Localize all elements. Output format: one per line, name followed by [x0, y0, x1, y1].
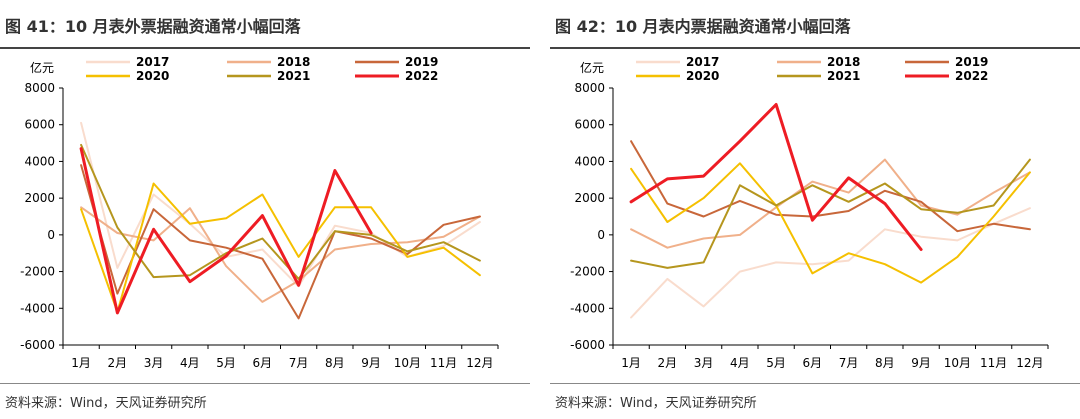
- x-tick-label: 12月: [466, 356, 493, 370]
- y-tick-label: 2000: [574, 191, 605, 205]
- series-line-2019: [630, 140, 1031, 233]
- chart-panel-left: 图 41：10 月表外票据融资通常小幅回落 亿元 -6000 -4000 -2000 0…: [0, 0, 530, 419]
- y-tick-label: -6000: [20, 338, 55, 352]
- x-tick-label: 6月: [253, 356, 273, 370]
- x-tick-label: 9月: [911, 356, 931, 370]
- x-tick-label: 9月: [361, 356, 381, 370]
- x-tick-label: 11月: [430, 356, 457, 370]
- legend-label-2018: 2018: [277, 55, 310, 69]
- x-tick-label: 8月: [875, 356, 895, 370]
- series-line-2021: [80, 143, 481, 280]
- legend-label-2021: 2021: [277, 69, 310, 83]
- x-tick-label: 7月: [289, 356, 309, 370]
- chart-title: 图 41：10 月表外票据融资通常小幅回落: [5, 17, 301, 36]
- y-tick-label: 4000: [574, 154, 605, 168]
- y-tick-label: -4000: [20, 301, 55, 315]
- x-tick-label: 4月: [730, 356, 750, 370]
- x-tick-label: 3月: [694, 356, 714, 370]
- y-tick-label: 0: [47, 228, 55, 242]
- y-tick-label: 8000: [574, 81, 605, 95]
- x-tick-label: 12月: [1016, 356, 1043, 370]
- series-line-2022: [629, 103, 923, 251]
- y-tick-label: 4000: [24, 154, 55, 168]
- legend-label-2022: 2022: [405, 69, 438, 83]
- x-tick-label: 6月: [803, 356, 823, 370]
- legend-label-2019: 2019: [955, 55, 988, 69]
- legend-label-2017: 2017: [136, 55, 169, 69]
- x-tick-label: 8月: [325, 356, 345, 370]
- legend-label-2021: 2021: [827, 69, 860, 83]
- y-tick-label: 8000: [24, 81, 55, 95]
- legend-label-2020: 2020: [686, 69, 719, 83]
- x-tick-label: 5月: [766, 356, 786, 370]
- x-tick-label: 4月: [180, 356, 200, 370]
- y-unit-label: 亿元: [30, 60, 54, 75]
- legend-label-2019: 2019: [405, 55, 438, 69]
- y-tick-label: -2000: [570, 265, 605, 279]
- y-tick-label: 6000: [24, 118, 55, 132]
- chart-title: 图 42：10 月表内票据融资通常小幅回落: [555, 17, 851, 36]
- series-line-2018: [80, 206, 481, 303]
- line-chart-onbalance: 亿元 -6000 -4000 -2000 0 2000 4000 6000 8000 1月 2月 3月…: [570, 55, 1049, 370]
- y-tick-label: -4000: [570, 301, 605, 315]
- legend-label-2020: 2020: [136, 69, 169, 83]
- y-tick-label: 0: [597, 228, 605, 242]
- source-note: 资料来源：Wind，天风证券研究所: [555, 396, 757, 411]
- x-tick-label: 5月: [216, 356, 236, 370]
- x-tick-label: 3月: [144, 356, 164, 370]
- series-line-2021: [630, 158, 1031, 269]
- legend-label-2018: 2018: [827, 55, 860, 69]
- x-tick-label: 1月: [71, 356, 91, 370]
- x-tick-label: 1月: [621, 356, 641, 370]
- x-tick-label: 2月: [658, 356, 678, 370]
- y-tick-label: -6000: [570, 338, 605, 352]
- chart-panel-right: 图 42：10 月表内票据融资通常小幅回落 亿元 -6000 -4000 -2000 0…: [550, 0, 1080, 419]
- series-line-2020: [80, 182, 481, 313]
- source-rule: [550, 383, 1080, 384]
- y-unit-label: 亿元: [580, 60, 604, 75]
- y-tick-label: 6000: [574, 118, 605, 132]
- legend-label-2017: 2017: [686, 55, 719, 69]
- legend-label-2022: 2022: [955, 69, 988, 83]
- x-tick-label: 10月: [944, 356, 971, 370]
- x-tick-label: 2月: [108, 356, 128, 370]
- series-line-2022: [79, 147, 373, 315]
- y-tick-label: 2000: [24, 191, 55, 205]
- x-tick-label: 11月: [980, 356, 1007, 370]
- title-rule: [0, 47, 530, 49]
- x-tick-label: 10月: [394, 356, 421, 370]
- source-rule: [0, 383, 530, 384]
- y-tick-label: -2000: [20, 265, 55, 279]
- series-line-2020: [630, 162, 1031, 284]
- source-note: 资料来源：Wind，天风证券研究所: [5, 396, 207, 411]
- title-rule: [550, 47, 1080, 49]
- x-tick-label: 7月: [839, 356, 859, 370]
- series-line-2019: [80, 164, 481, 320]
- line-chart-offbalance: 亿元 -6000 -4000 -2000 0 2000 4000 6000 8000 1月 2月 3月…: [20, 55, 499, 370]
